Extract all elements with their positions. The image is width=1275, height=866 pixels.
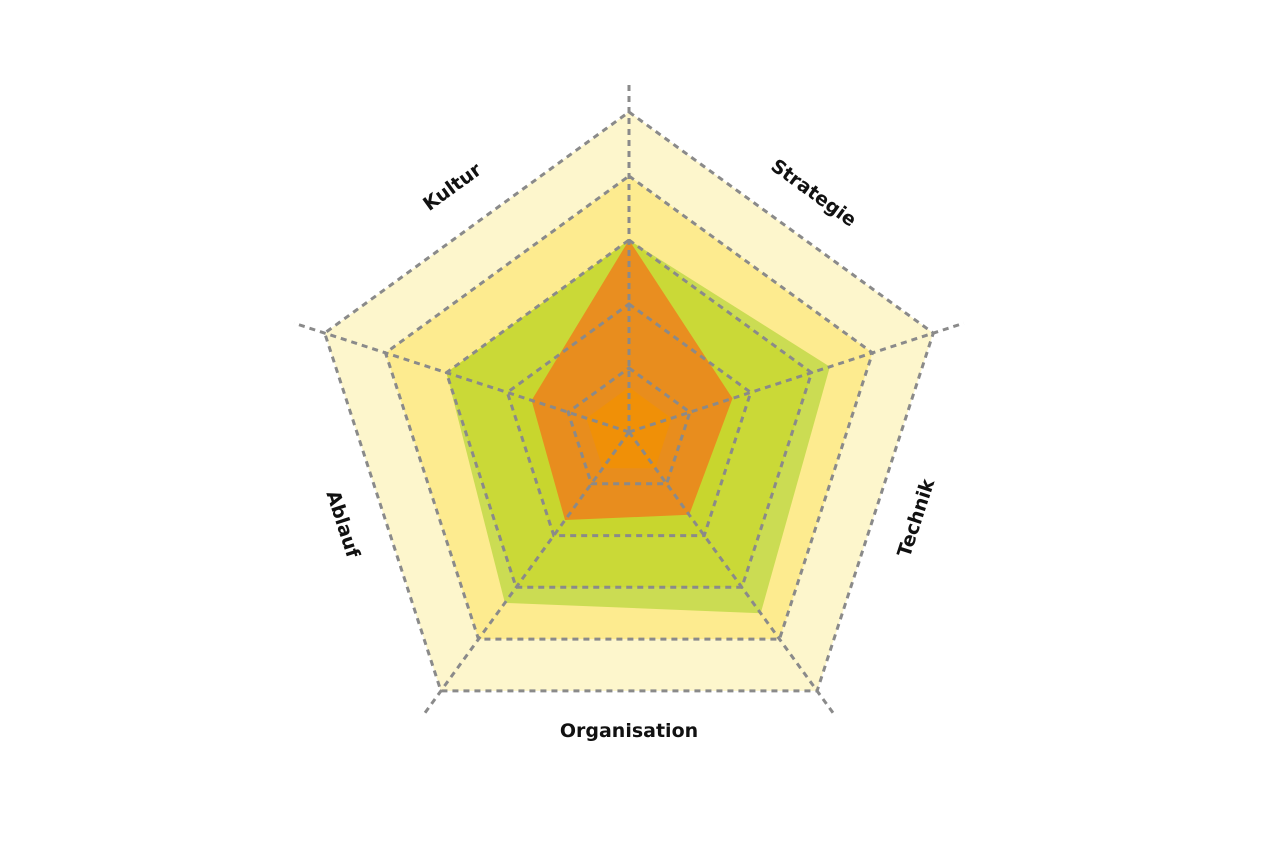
axis-label-kultur: Kultur bbox=[419, 158, 486, 215]
grid-ring-4 bbox=[383, 174, 875, 641]
grid-ring-1 bbox=[566, 366, 692, 486]
series-area-2 bbox=[531, 240, 733, 520]
axis-label-strategie: Strategie bbox=[767, 155, 861, 232]
grid-ring-3 bbox=[444, 238, 814, 589]
axis-label-technik: Technik bbox=[893, 476, 939, 560]
axis-label-ablauf: Ablauf bbox=[322, 488, 365, 562]
grid-ring-5 bbox=[322, 110, 936, 693]
axis-spoke-organisation bbox=[627, 431, 838, 718]
grid-ring-2 bbox=[505, 302, 753, 538]
axis-spoke-technik bbox=[628, 321, 965, 434]
axis-spoke-ablauf bbox=[420, 431, 631, 718]
grid-layer bbox=[293, 80, 965, 718]
axis-label-organisation: Organisation bbox=[560, 720, 698, 742]
axis-spoke-kultur bbox=[293, 321, 630, 434]
